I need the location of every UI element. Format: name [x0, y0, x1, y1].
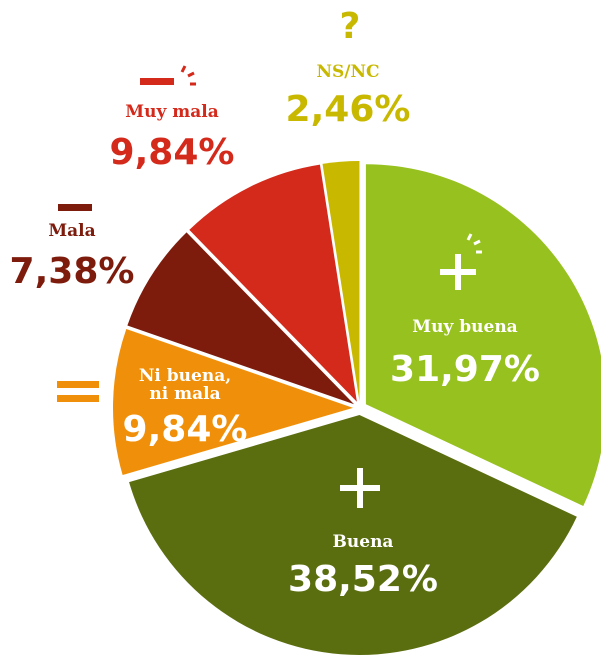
slice-name: Muy buena: [412, 317, 518, 338]
icon-spark: [180, 65, 196, 86]
icon-equal: [57, 381, 99, 388]
slice-value-label: 9,84%: [122, 409, 248, 451]
pie-slice: [365, 164, 601, 506]
icons: ?: [57, 6, 482, 508]
pie-slice: [113, 329, 354, 476]
icon-equal: [57, 395, 99, 402]
icon-spark: [466, 233, 482, 254]
pie-slice: [129, 414, 577, 655]
slice-name: Ni buena, ni mala: [138, 366, 232, 404]
icon-question: ?: [340, 6, 361, 47]
slice-value-label: 9,84%: [109, 132, 235, 174]
slice-value-label: 7,38%: [9, 251, 135, 293]
slice-name: Buena: [332, 532, 394, 553]
slice-name: NS/NC: [316, 62, 380, 83]
pie-slice: [189, 164, 357, 402]
slice-value-label: 2,46%: [285, 89, 411, 131]
slice-value-label: 38,52%: [288, 559, 438, 601]
slice-value-label: 31,97%: [390, 349, 540, 391]
icon-plus: [440, 254, 476, 290]
icon-plus: [340, 468, 380, 508]
slice-name: Mala: [48, 221, 96, 242]
icon-minus: [58, 204, 92, 211]
pie-slice: [322, 161, 360, 402]
slice-name: Muy mala: [125, 102, 219, 123]
pie-slice: [127, 232, 355, 405]
icon-minus: [140, 78, 174, 85]
